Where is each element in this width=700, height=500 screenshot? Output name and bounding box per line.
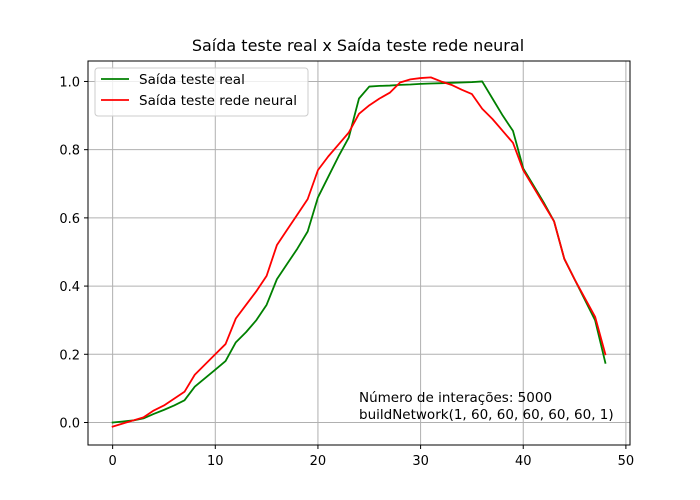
y-tick-label: 0.6 bbox=[59, 212, 80, 227]
annotation-network: buildNetwork(1, 60, 60, 60, 60, 60, 1) bbox=[359, 407, 614, 423]
y-tick-label: 0.8 bbox=[59, 144, 80, 159]
series-line-neural bbox=[111, 76, 607, 428]
x-tick-label: 10 bbox=[207, 454, 224, 469]
y-axis: 0.0 0.2 0.4 0.6 0.8 1.0 bbox=[59, 75, 88, 431]
y-tick-label: 0.2 bbox=[59, 348, 80, 363]
annotation: Número de interações: 5000 buildNetwork(… bbox=[359, 390, 614, 423]
legend-label-neural: Saída teste rede neural bbox=[139, 93, 297, 109]
series-layer bbox=[111, 76, 607, 428]
annotation-iterations: Número de interações: 5000 bbox=[359, 390, 552, 406]
legend-box bbox=[94, 67, 309, 117]
x-tick-label: 40 bbox=[515, 454, 532, 469]
y-tick-label: 0.0 bbox=[59, 416, 80, 431]
x-tick-label: 50 bbox=[618, 454, 635, 469]
plot-frame bbox=[87, 60, 631, 446]
x-tick-label: 30 bbox=[412, 454, 429, 469]
x-tick-label: 0 bbox=[108, 454, 116, 469]
y-tick-label: 0.4 bbox=[59, 280, 80, 295]
x-tick-label: 20 bbox=[310, 454, 327, 469]
x-axis: 0 10 20 30 40 50 bbox=[108, 445, 634, 469]
legend-label-real: Saída teste real bbox=[139, 72, 245, 88]
y-tick-label: 1.0 bbox=[59, 75, 80, 90]
legend: Saída teste real Saída teste rede neural bbox=[94, 67, 309, 117]
chart-title: Saída teste real x Saída teste rede neur… bbox=[192, 36, 524, 55]
grid bbox=[88, 61, 630, 445]
